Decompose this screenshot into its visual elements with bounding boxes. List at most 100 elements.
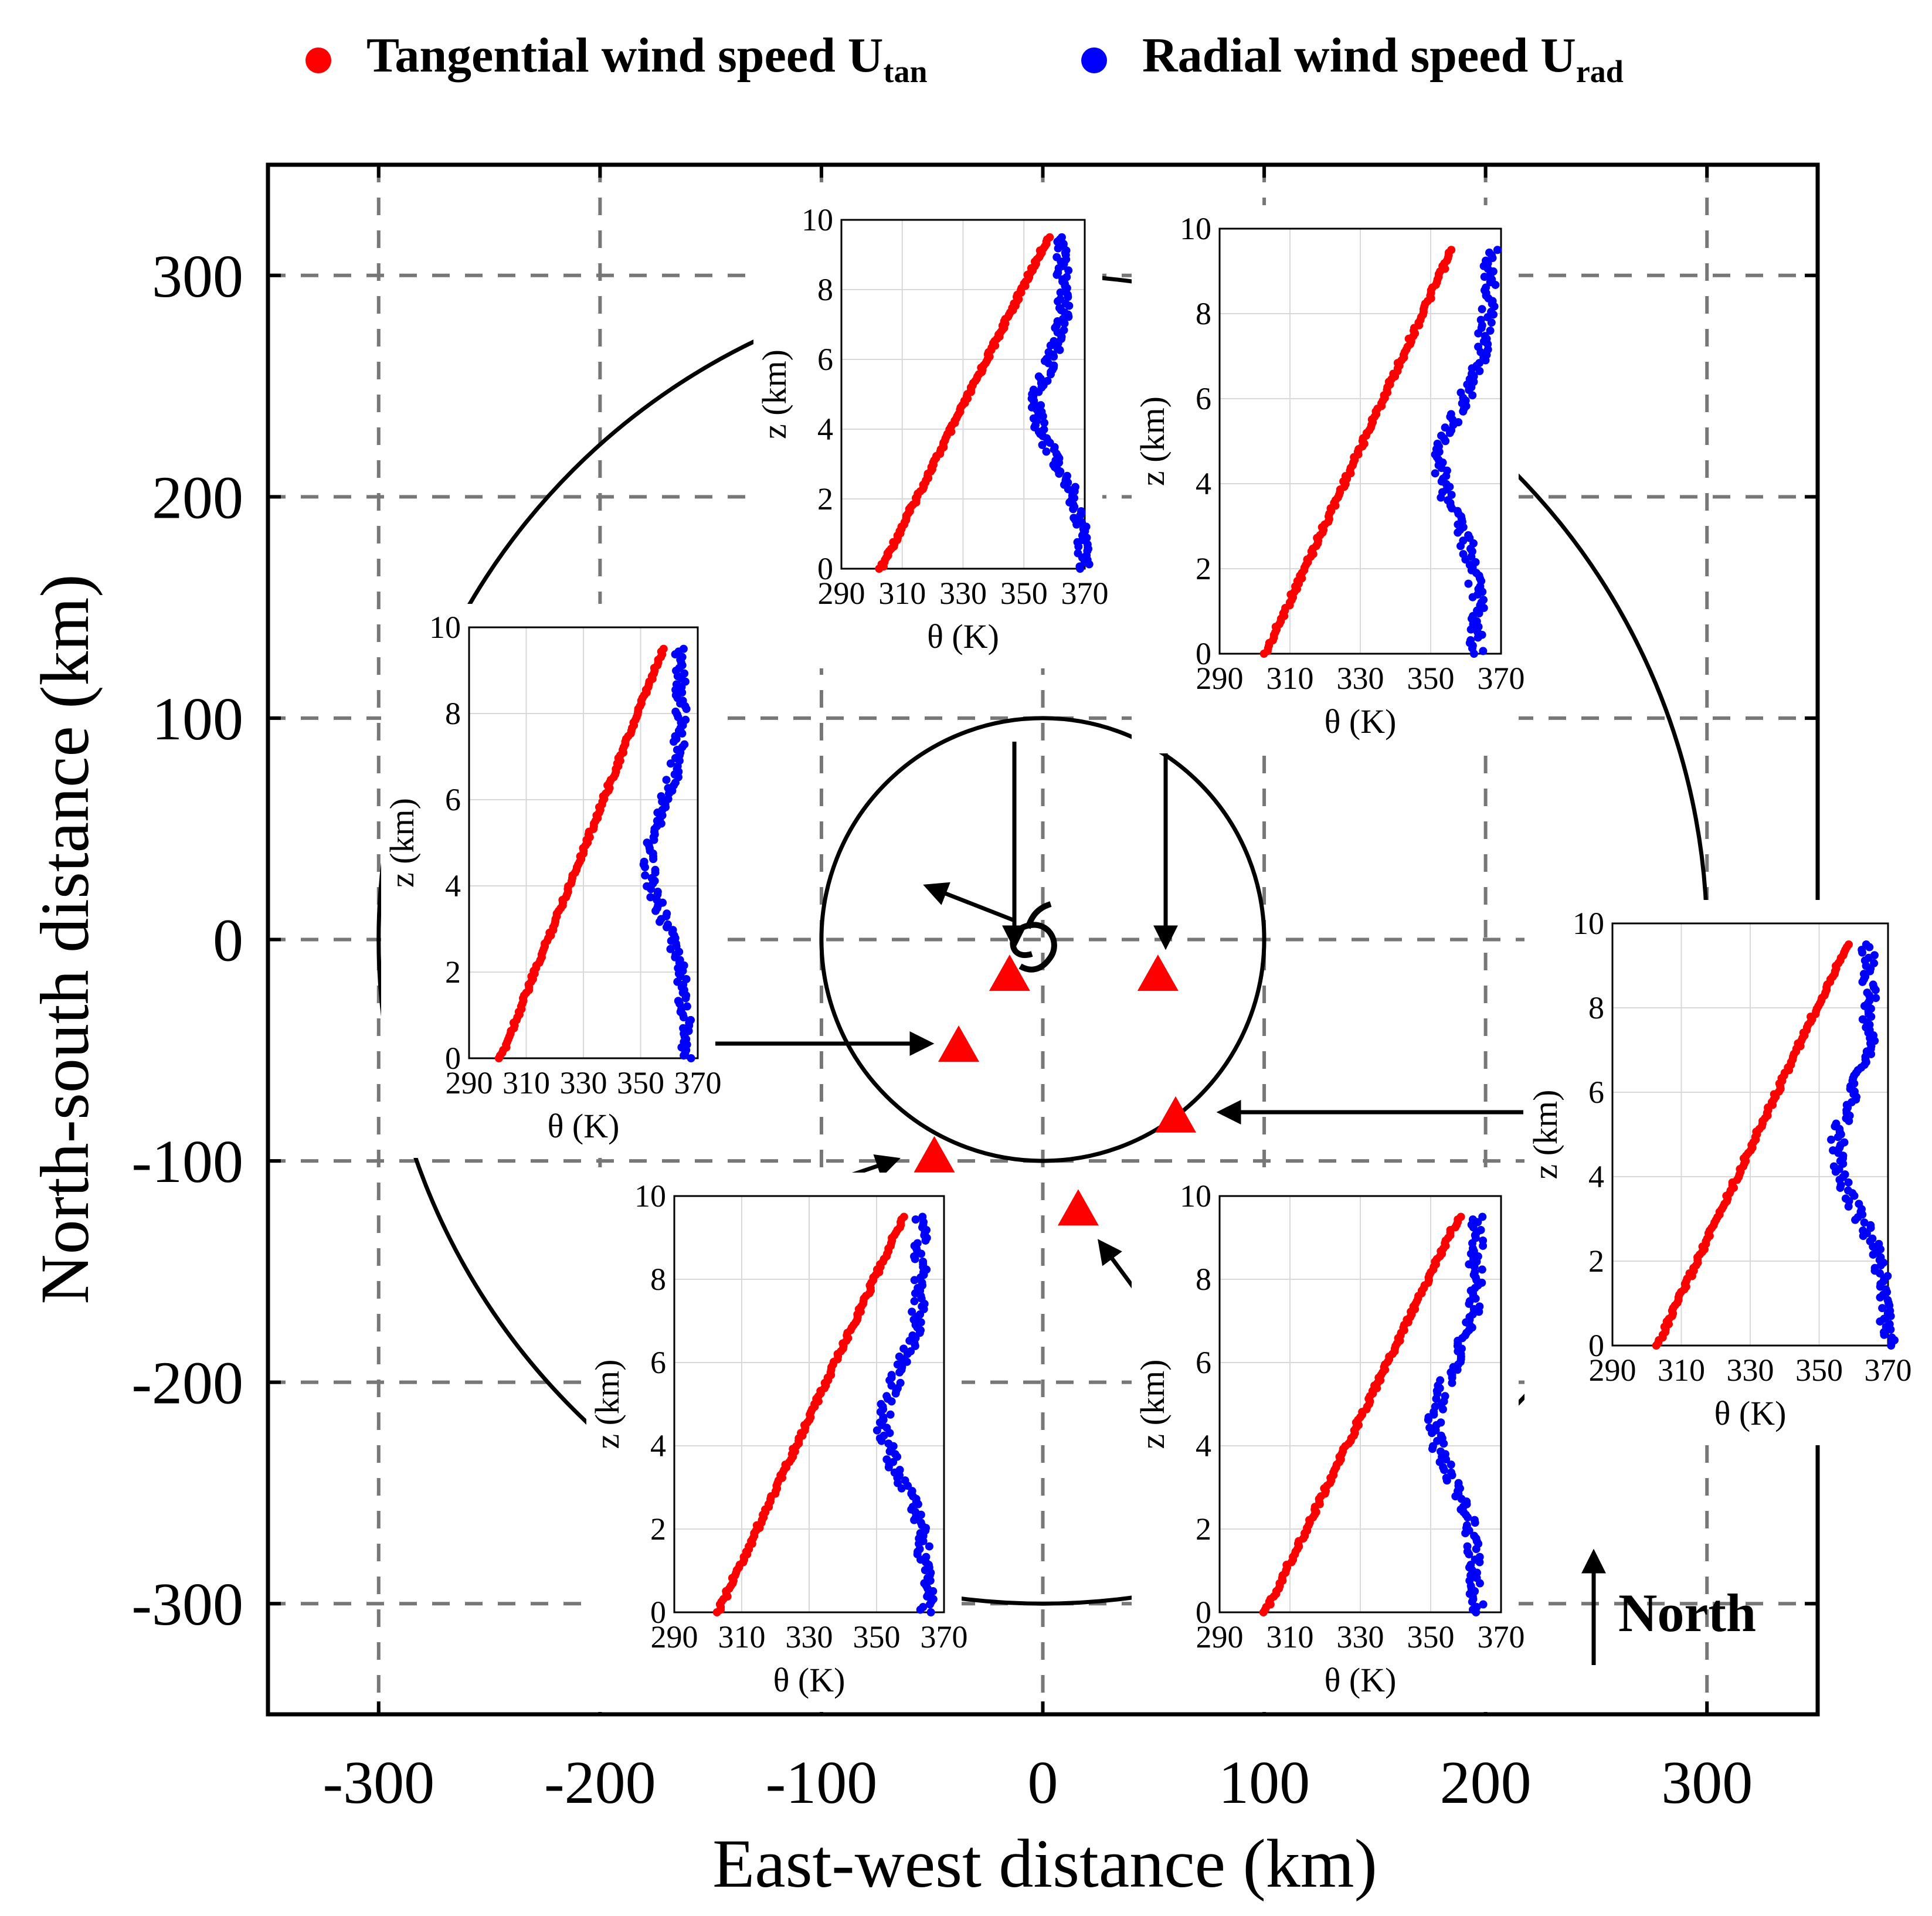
inset-rad-point [1040, 425, 1048, 434]
inset-y-tick-label: 4 [817, 412, 833, 447]
inset-rad-point [1462, 1521, 1471, 1530]
inset-x-tick-label: 370 [1478, 1619, 1525, 1655]
inset-frame [468, 626, 699, 1059]
inset-rad-point [1475, 1302, 1484, 1311]
inset-y-tick-label: 0 [1196, 636, 1211, 671]
inset-rad-point [1061, 299, 1070, 308]
inset-rad-point [1829, 1146, 1838, 1155]
inset-x-tick-label: 330 [1337, 661, 1384, 696]
legend-rad-text: Radial wind speed U [1142, 28, 1576, 83]
legend-tan-text: Tangential wind speed U [366, 28, 883, 83]
inset-rad-point [1470, 1516, 1479, 1524]
inset-rad-point [918, 1212, 927, 1221]
inset-rad-point [1042, 447, 1051, 456]
inset-rad-point [683, 1002, 691, 1011]
inset-y-tick-label: 6 [1196, 381, 1211, 416]
inset-y-tick-label: 8 [445, 696, 461, 731]
inset-y-tick-label: 2 [1588, 1244, 1604, 1279]
inset-background [381, 604, 715, 1158]
inset-rad-point [1034, 372, 1043, 381]
inset-rad-point [910, 1297, 919, 1306]
inset-tan-point [1844, 940, 1853, 949]
inset-rad-point [1463, 1542, 1472, 1551]
inset-x-tick-label: 310 [1267, 1619, 1314, 1655]
inset-rad-point [643, 838, 651, 847]
inset-rad-point [919, 1257, 928, 1266]
inset-rad-point [887, 1371, 896, 1380]
inset-background [1132, 205, 1519, 753]
inset-rad-point [1447, 1460, 1455, 1469]
inset-y-label: z (km) [1133, 396, 1172, 486]
inset-rad-point [908, 1307, 916, 1316]
inset-rad-point [893, 1360, 902, 1369]
inset-x-tick-label: 290 [446, 1065, 493, 1100]
inset-rad-point [1029, 385, 1038, 394]
x-tick-label: 100 [1218, 1749, 1310, 1816]
inset-rad-point [674, 997, 683, 1005]
inset-y-tick-label: 10 [634, 1178, 666, 1214]
sounding-sites [914, 954, 1197, 1226]
inset-rad-point [1832, 1119, 1841, 1128]
inset-y-tick-label: 4 [650, 1428, 666, 1463]
inset-y-tick-label: 2 [445, 954, 461, 990]
inset-y-tick-label: 10 [1180, 211, 1211, 246]
inset-rad-point [1062, 273, 1071, 281]
inset-rad-point [1843, 1186, 1852, 1195]
inset-rad-point [1056, 295, 1065, 304]
sounding-site-marker [938, 1025, 980, 1062]
inset-rad-point [926, 1608, 935, 1616]
inset-rad-point [1470, 1531, 1479, 1540]
x-tick-label: 200 [1440, 1749, 1532, 1816]
inset-rad-point [1437, 1431, 1445, 1440]
inset-x-tick-label: 330 [560, 1065, 607, 1100]
inset-rad-point [662, 776, 671, 784]
inset-x-tick-label: 290 [1589, 1353, 1636, 1388]
inset-y-tick-label: 0 [650, 1595, 666, 1630]
inset-rad-point [1863, 988, 1872, 997]
inset-rad-point [681, 715, 690, 724]
inset-rad-point [1038, 440, 1047, 449]
inset-rad-point [1841, 1194, 1850, 1203]
inset-rad-point [672, 680, 681, 689]
inset-rad-point [1436, 1376, 1445, 1385]
inset-rad-point [1855, 1200, 1863, 1208]
inset-rad-point [1474, 342, 1483, 351]
inset-rad-point [1447, 1468, 1456, 1477]
legend-rad-subscript: rad [1576, 54, 1624, 89]
inset-x-tick-label: 330 [786, 1619, 833, 1655]
sounding-site-marker [1057, 1189, 1099, 1226]
inset-y-tick-label: 8 [1588, 990, 1604, 1025]
inset-x-tick-label: 370 [674, 1065, 722, 1100]
inset-rad-point [1829, 1162, 1838, 1171]
inset-rad-point [1468, 1215, 1477, 1224]
legend-rad-marker [1081, 47, 1107, 73]
x-tick-label: -100 [766, 1749, 878, 1816]
inset-x-label: θ (K) [927, 617, 999, 655]
y-tick-label: -300 [131, 1571, 243, 1638]
inset-rad-point [1872, 994, 1880, 1003]
inset-rad-point [1479, 1600, 1488, 1609]
inset-rad-point [1869, 980, 1877, 989]
inset-y-label: z (km) [1133, 1360, 1172, 1449]
inset-rad-point [663, 909, 671, 918]
inset-rad-point [872, 1426, 881, 1435]
inset-rad-point [664, 920, 673, 929]
inset-rad-point [1459, 536, 1468, 545]
inset-rad-point [882, 1455, 891, 1464]
arrows [702, 732, 1606, 1665]
inset-x-tick-label: 350 [1407, 661, 1455, 696]
inset-x-tick-label: 330 [1337, 1619, 1384, 1655]
inset-rad-point [651, 865, 660, 874]
inset-rad-point [653, 888, 662, 896]
inset-rad-point [1043, 355, 1051, 364]
inset-rad-point [1827, 1135, 1836, 1144]
inset-rad-point [1479, 647, 1488, 655]
inset-rad-point [1437, 432, 1446, 440]
y-tick-label: 300 [152, 243, 243, 310]
inset-tan-point [899, 1212, 908, 1221]
inset-rad-point [1464, 579, 1473, 588]
inset-x-tick-label: 310 [718, 1619, 766, 1655]
inset-rad-point [1862, 940, 1870, 949]
north-label: North [1618, 1583, 1756, 1643]
